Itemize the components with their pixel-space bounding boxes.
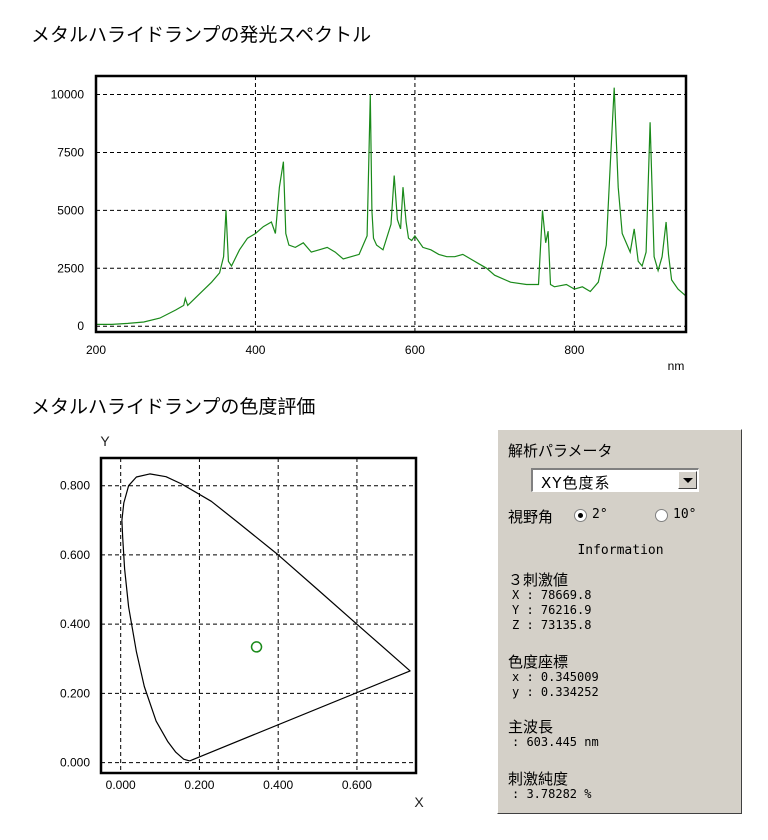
spectrum-y-tick-label: 2500	[57, 261, 84, 275]
view-angle-10-label[interactable]: 10°	[673, 507, 697, 522]
chromaticity-point	[250, 641, 263, 653]
spectrum-x-tick-label: 200	[86, 343, 106, 357]
purity-label: 刺激純度	[508, 770, 569, 788]
chromaticity-y-tick-label: 0.000	[60, 756, 90, 770]
view-angle-2-label[interactable]: 2°	[592, 507, 608, 522]
view-angle-10-radio[interactable]	[655, 509, 668, 522]
view-angle-2-radio[interactable]	[574, 509, 587, 522]
chromaticity-title: メタルハライドランプの色度評価	[31, 396, 316, 418]
spectrum-plot-area	[96, 76, 686, 332]
chromaticity-coord-label: 色度座標	[508, 653, 569, 671]
chromaticity-x-axis-label: X	[414, 794, 424, 810]
chromaticity-y-axis-label: Y	[100, 433, 110, 449]
spectrum-x-axis-label: nm	[668, 359, 685, 373]
tristimulus-y-value: Y : 76216.9	[512, 603, 592, 617]
tristimulus-x-value: X : 78669.8	[512, 588, 592, 602]
chromaticity-chart: 0.000 0.200 0.400 0.600 0.000 0.200 0.400 0.600…	[60, 433, 424, 810]
spectrum-x-tick-label: 800	[564, 343, 584, 357]
spectrum-x-tick-label: 600	[405, 343, 425, 357]
spectrum-y-tick-label: 7500	[57, 145, 84, 159]
chromaticity-plot-frame	[99, 456, 418, 775]
panel-title: 解析パラメータ	[508, 442, 613, 460]
color-system-select-value: XY色度系	[541, 474, 611, 492]
chromaticity-x-tick-label: 0.400	[263, 778, 293, 792]
spectrum-y-tick-label: 5000	[57, 203, 84, 217]
spectrum-chart: 200 400 600 800 0 2500 5000 7500 10000 nm	[51, 74, 688, 373]
tristimulus-z-value: Z : 73135.8	[512, 618, 592, 632]
spectrum-title: メタルハライドランプの発光スペクトル	[31, 24, 372, 46]
dominant-wavelength-value: : 603.445 nm	[512, 735, 599, 749]
spectral-locus-line	[121, 473, 411, 762]
spectrum-series-line	[96, 87, 687, 325]
spectrum-y-tick-label: 0	[77, 319, 84, 333]
chromaticity-y-tick-label: 0.800	[60, 479, 90, 493]
spectrum-plot-frame	[94, 74, 688, 334]
information-heading: Information	[577, 543, 664, 558]
tristimulus-label: ３刺激値	[508, 571, 569, 589]
chromaticity-x-tick-label: 0.000	[106, 778, 136, 792]
chevron-down-icon[interactable]	[678, 471, 697, 489]
chromaticity-y-value: y : 0.334252	[512, 685, 599, 699]
view-angle-label: 視野角	[508, 508, 554, 526]
chromaticity-y-tick-label: 0.200	[60, 686, 90, 700]
dominant-wavelength-label: 主波長	[508, 718, 554, 736]
chromaticity-x-tick-label: 0.200	[184, 778, 214, 792]
spectrum-x-tick-label: 400	[245, 343, 265, 357]
chromaticity-x-tick-label: 0.600	[342, 778, 372, 792]
spectrum-y-tick-label: 10000	[51, 88, 85, 102]
chromaticity-y-tick-label: 0.400	[60, 617, 90, 631]
color-system-select[interactable]: XY色度系	[531, 468, 699, 492]
analysis-parameter-panel: 解析パラメータ XY色度系 視野角 2° 10° Information ３刺激…	[497, 429, 742, 814]
chromaticity-y-tick-label: 0.600	[60, 548, 90, 562]
chromaticity-plot-area	[101, 458, 416, 773]
chromaticity-x-value: x : 0.345009	[512, 670, 599, 684]
purity-value: : 3.78282 %	[512, 787, 592, 801]
